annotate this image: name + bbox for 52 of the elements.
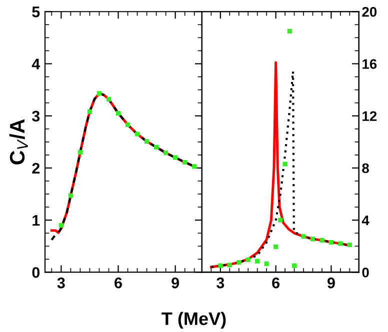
point — [287, 28, 292, 34]
point — [227, 262, 232, 268]
point — [278, 218, 283, 222]
point — [338, 241, 343, 246]
x-axis-title: T (MeV) — [162, 312, 226, 329]
x-tick-label: 3 — [216, 278, 224, 288]
point — [320, 238, 324, 243]
point — [144, 139, 150, 144]
x-tick-label: 6 — [272, 278, 280, 288]
x-tick-label: 3 — [57, 278, 65, 288]
y2-tick-label: 16 — [362, 59, 377, 69]
y-tick-label: 2 — [32, 162, 40, 174]
y2-tick-label: 0 — [362, 268, 369, 278]
point — [68, 193, 73, 198]
point — [282, 162, 288, 166]
point — [125, 122, 130, 128]
x-tick-label: 9 — [172, 278, 180, 288]
point — [192, 164, 197, 169]
point — [78, 150, 83, 155]
point — [58, 223, 64, 228]
y2-tick-label: 12 — [362, 111, 377, 121]
point — [292, 263, 297, 268]
y2-tick-label: 8 — [362, 163, 369, 174]
y-tick-label: 0 — [32, 267, 40, 278]
point — [173, 155, 178, 160]
point — [154, 144, 159, 150]
point — [274, 244, 278, 250]
point — [328, 240, 334, 245]
x-tick-label: 6 — [114, 278, 122, 288]
point — [310, 236, 316, 242]
point — [134, 132, 140, 136]
point — [301, 234, 306, 239]
point — [236, 260, 242, 265]
point — [347, 242, 352, 248]
y-tick-label: 3 — [32, 110, 40, 122]
point — [87, 109, 92, 114]
point — [246, 258, 250, 262]
point — [255, 258, 260, 264]
point — [116, 110, 121, 116]
x-tick-label: 9 — [327, 278, 335, 288]
y2-tick-label: 4 — [362, 216, 370, 226]
point — [96, 91, 102, 96]
point — [106, 96, 112, 102]
y-tick-label: 1 — [32, 215, 40, 226]
point — [164, 150, 168, 156]
y-tick-label: 4 — [32, 58, 40, 70]
point — [264, 261, 269, 266]
y2-tick-label: 20 — [362, 6, 377, 17]
point — [218, 263, 223, 268]
y-tick-label: 5 — [32, 6, 40, 18]
point — [182, 160, 188, 165]
y-axis-title: C$_{V}$/A — [9, 119, 28, 164]
